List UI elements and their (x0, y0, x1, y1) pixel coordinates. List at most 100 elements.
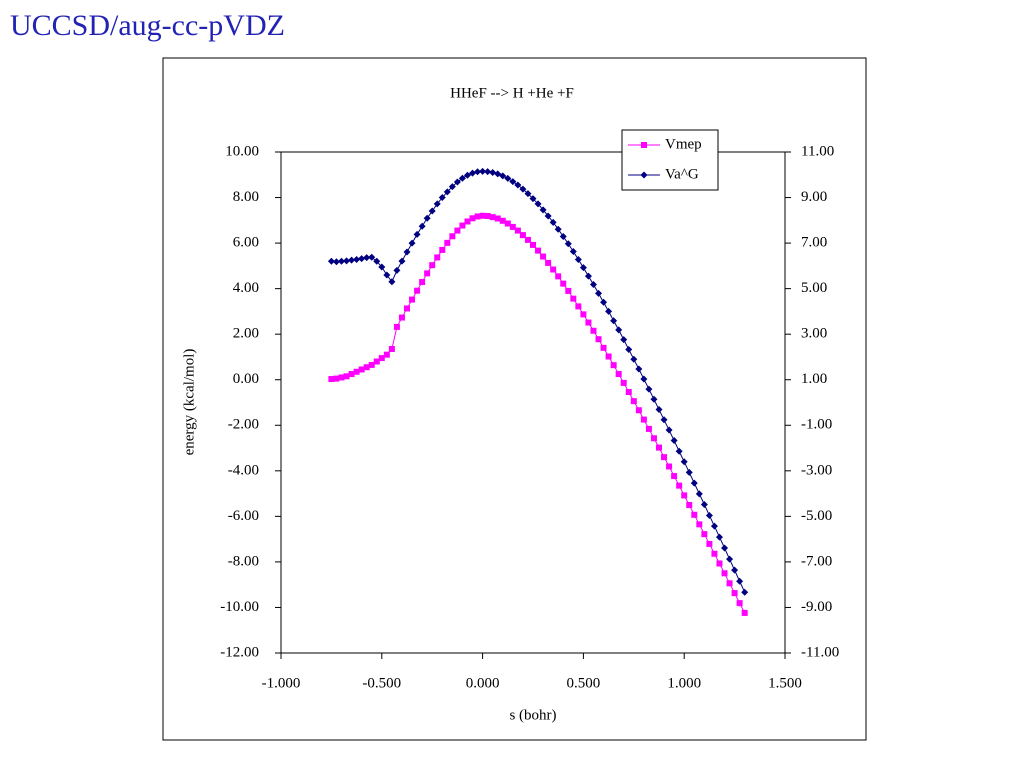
data-point (418, 222, 426, 230)
y-tick-label: -2.00 (228, 417, 259, 433)
data-point (534, 200, 542, 208)
data-point (715, 533, 723, 541)
y2-tick-label: 1.00 (801, 371, 827, 387)
data-point (570, 295, 577, 302)
data-point (575, 303, 582, 310)
y-tick-label: -8.00 (228, 553, 259, 569)
data-point (610, 317, 618, 325)
plot-area (280, 151, 786, 654)
data-point (529, 195, 537, 203)
data-point (731, 566, 739, 574)
data-point (580, 311, 587, 318)
data-point (373, 358, 380, 365)
data-point (585, 319, 592, 326)
legend-label: Vmep (665, 136, 702, 152)
data-point (625, 389, 632, 396)
y2-tick-label: 3.00 (801, 326, 827, 342)
y-axis-label: energy (kcal/mol) (181, 349, 197, 456)
data-point (615, 371, 622, 378)
y2-tick-label: -11.00 (801, 644, 839, 660)
legend-label: Va^G (665, 166, 699, 182)
data-point (726, 555, 734, 563)
data-point (695, 490, 703, 498)
y2-tick-label: 7.00 (801, 235, 827, 251)
data-point (403, 248, 411, 256)
data-point (348, 371, 355, 378)
data-point (393, 323, 400, 330)
x-tick-label: 0.000 (466, 675, 500, 691)
x-tick-label: -1.000 (262, 675, 301, 691)
data-point (433, 200, 441, 208)
data-point (544, 212, 552, 220)
data-point (353, 368, 360, 375)
data-point (509, 223, 516, 230)
data-point (595, 289, 603, 297)
data-point (519, 232, 526, 239)
data-point (404, 305, 410, 312)
data-point (560, 280, 567, 287)
y-tick-label: -6.00 (228, 508, 259, 524)
data-point (706, 540, 713, 547)
data-point (661, 454, 668, 461)
data-point (479, 212, 486, 219)
data-point (665, 426, 673, 434)
data-point (650, 435, 657, 442)
y2-tick-label: 9.00 (801, 189, 827, 205)
data-point (539, 206, 547, 214)
data-point (731, 590, 738, 597)
data-point (635, 365, 643, 373)
data-point (554, 225, 562, 233)
x-tick-label: 1.000 (667, 675, 701, 691)
data-point (439, 246, 446, 253)
data-point (458, 174, 466, 182)
y-tick-label: 4.00 (233, 280, 259, 296)
data-point (419, 279, 426, 286)
data-point (373, 257, 381, 265)
x-tick-label: -0.500 (362, 675, 401, 691)
y-tick-label: 8.00 (233, 189, 259, 205)
data-point (343, 257, 351, 265)
data-point (388, 278, 396, 286)
data-point (327, 257, 335, 265)
data-point (368, 361, 375, 368)
data-point (383, 271, 391, 279)
x-tick-label: 0.500 (567, 675, 601, 691)
data-point (474, 213, 481, 220)
data-point (448, 183, 456, 191)
data-point (595, 336, 602, 343)
data-point (710, 522, 718, 530)
data-point (337, 257, 345, 265)
data-point (514, 181, 522, 189)
data-point (434, 254, 441, 261)
data-point (484, 212, 491, 219)
y2-tick-label: 5.00 (801, 280, 827, 296)
data-point (524, 190, 532, 198)
data-point (630, 398, 637, 405)
slide-title: UCCSD/aug-cc-pVDZ (10, 9, 285, 42)
data-point (514, 227, 521, 234)
data-point (721, 544, 729, 552)
data-point (666, 463, 673, 470)
data-point (645, 425, 652, 432)
data-point (459, 222, 466, 229)
data-point (398, 314, 405, 321)
y2-tick-label: -3.00 (801, 462, 832, 478)
data-point (610, 362, 617, 369)
data-point (635, 407, 642, 414)
data-point (691, 511, 698, 518)
data-point (333, 375, 340, 382)
data-point (600, 344, 607, 351)
data-point (414, 287, 421, 294)
data-point (680, 458, 688, 466)
data-point (675, 447, 683, 455)
data-point (630, 355, 638, 363)
data-point (640, 416, 647, 423)
data-point (605, 307, 613, 315)
data-point (565, 287, 572, 294)
data-point (332, 258, 340, 266)
data-point (494, 215, 501, 222)
data-point (338, 374, 345, 381)
y2-tick-label: -9.00 (801, 599, 832, 615)
data-point (368, 253, 376, 261)
